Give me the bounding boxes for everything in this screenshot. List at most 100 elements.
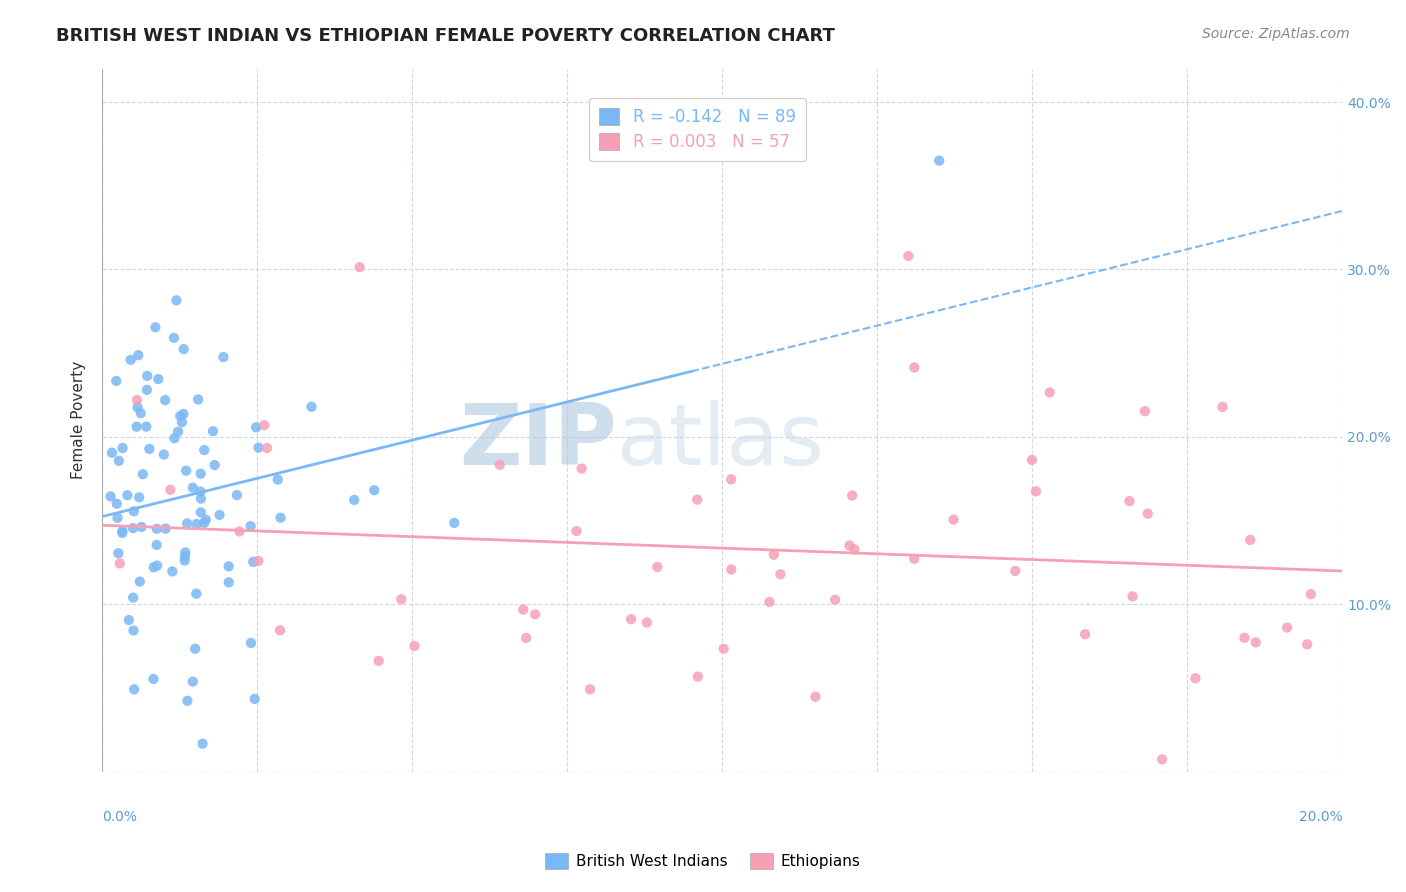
- Point: [165, 293, 187, 308]
- Point: [138, 442, 160, 456]
- Point: [159, 483, 181, 497]
- Point: [128, 574, 150, 589]
- Point: [1299, 587, 1322, 601]
- Point: [804, 690, 827, 704]
- Point: [247, 441, 270, 455]
- Point: [145, 320, 167, 334]
- Point: [169, 409, 191, 423]
- Text: 20.0%: 20.0%: [1299, 810, 1343, 824]
- Point: [903, 360, 925, 375]
- Point: [122, 624, 145, 638]
- Point: [212, 350, 235, 364]
- Point: [129, 406, 152, 420]
- Point: [515, 631, 537, 645]
- Point: [1211, 400, 1233, 414]
- Point: [256, 441, 278, 455]
- Point: [838, 538, 860, 552]
- Point: [1021, 453, 1043, 467]
- Point: [146, 522, 169, 536]
- Point: [131, 520, 153, 534]
- Text: 0.0%: 0.0%: [103, 810, 138, 824]
- Point: [769, 567, 792, 582]
- Point: [174, 464, 197, 478]
- Point: [389, 592, 412, 607]
- Point: [191, 737, 214, 751]
- Point: [184, 641, 207, 656]
- Point: [128, 491, 150, 505]
- Point: [181, 481, 204, 495]
- Y-axis label: Female Poverty: Female Poverty: [72, 361, 86, 479]
- Point: [190, 467, 212, 481]
- Point: [720, 562, 742, 576]
- Point: [343, 492, 366, 507]
- Point: [105, 374, 128, 388]
- Point: [167, 425, 190, 439]
- Point: [1152, 752, 1174, 766]
- Point: [512, 602, 534, 616]
- Point: [135, 419, 157, 434]
- Point: [571, 461, 593, 475]
- Point: [301, 400, 323, 414]
- Point: [363, 483, 385, 498]
- Point: [148, 372, 170, 386]
- Point: [105, 497, 128, 511]
- Point: [903, 551, 925, 566]
- Point: [111, 526, 134, 541]
- Point: [367, 654, 389, 668]
- Point: [193, 443, 215, 458]
- Point: [125, 419, 148, 434]
- Point: [108, 454, 131, 468]
- Text: ZIP: ZIP: [460, 400, 617, 483]
- Point: [181, 674, 204, 689]
- Point: [443, 516, 465, 530]
- Point: [928, 153, 950, 168]
- Point: [758, 595, 780, 609]
- Point: [841, 489, 863, 503]
- Point: [118, 613, 141, 627]
- Point: [100, 490, 122, 504]
- Point: [1184, 671, 1206, 685]
- Point: [269, 624, 291, 638]
- Point: [173, 553, 195, 567]
- Point: [122, 521, 145, 535]
- Point: [1136, 507, 1159, 521]
- Point: [647, 560, 669, 574]
- Point: [1025, 484, 1047, 499]
- Point: [270, 510, 292, 524]
- Point: [686, 670, 709, 684]
- Point: [1239, 533, 1261, 547]
- Point: [194, 513, 217, 527]
- Point: [239, 519, 262, 533]
- Legend: British West Indians, Ethiopians: British West Indians, Ethiopians: [538, 847, 868, 875]
- Point: [228, 524, 250, 539]
- Point: [942, 512, 965, 526]
- Point: [226, 488, 249, 502]
- Point: [176, 694, 198, 708]
- Point: [1122, 590, 1144, 604]
- Point: [620, 612, 643, 626]
- Point: [1118, 494, 1140, 508]
- Point: [190, 491, 212, 506]
- Point: [142, 560, 165, 574]
- Point: [174, 549, 197, 564]
- Text: atlas: atlas: [617, 400, 825, 483]
- Point: [186, 587, 208, 601]
- Point: [1074, 627, 1097, 641]
- Point: [404, 639, 426, 653]
- Point: [193, 516, 215, 530]
- Point: [186, 516, 208, 531]
- Point: [174, 545, 197, 559]
- Point: [190, 505, 212, 519]
- Point: [122, 504, 145, 518]
- Point: [163, 431, 186, 445]
- Point: [122, 682, 145, 697]
- Point: [636, 615, 658, 630]
- Point: [146, 558, 169, 573]
- Point: [218, 575, 240, 590]
- Point: [1039, 385, 1062, 400]
- Point: [111, 441, 134, 455]
- Point: [120, 352, 142, 367]
- Point: [162, 565, 184, 579]
- Point: [122, 591, 145, 605]
- Point: [187, 392, 209, 407]
